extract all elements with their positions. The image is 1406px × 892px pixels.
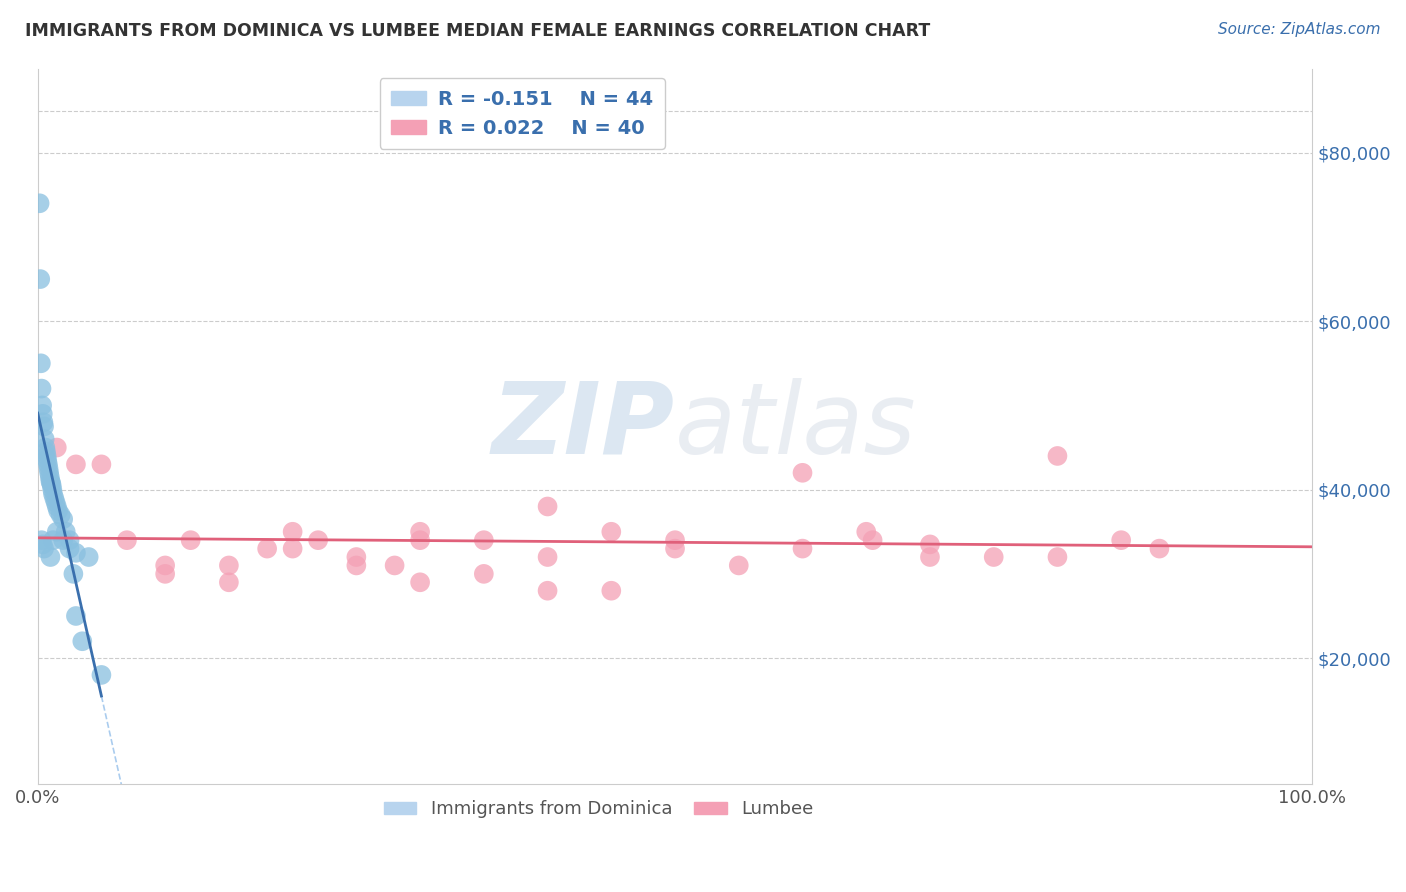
Point: [62, 566, 84, 581]
Point: [153, 558, 176, 573]
Point: [344, 558, 367, 573]
Point: [153, 566, 176, 581]
Point: [42, 533, 65, 548]
Point: [39, 475, 62, 490]
Text: IMMIGRANTS FROM DOMINICA VS LUMBEE MEDIAN FEMALE EARNINGS CORRELATION CHART: IMMIGRANTS FROM DOMINICA VS LUMBEE MEDIA…: [25, 22, 931, 40]
Point: [38, 466, 60, 480]
Point: [45, 500, 67, 514]
Point: [32, 415, 55, 429]
Point: [600, 524, 623, 539]
Point: [180, 533, 202, 548]
Point: [39, 549, 62, 564]
Point: [44, 491, 66, 505]
Point: [37, 458, 59, 472]
Text: Source: ZipAtlas.com: Source: ZipAtlas.com: [1218, 22, 1381, 37]
Point: [31, 407, 53, 421]
Point: [72, 634, 94, 648]
Point: [38, 470, 60, 484]
Point: [918, 549, 941, 564]
Point: [1109, 533, 1132, 548]
Point: [384, 558, 406, 573]
Text: ZIP: ZIP: [492, 378, 675, 475]
Point: [344, 549, 367, 564]
Point: [37, 453, 59, 467]
Point: [792, 541, 814, 556]
Point: [409, 524, 432, 539]
Point: [28, 196, 51, 211]
Point: [1046, 449, 1069, 463]
Point: [256, 541, 278, 556]
Point: [35, 444, 58, 458]
Point: [31, 399, 53, 413]
Point: [52, 533, 75, 548]
Point: [35, 449, 58, 463]
Point: [31, 382, 53, 396]
Point: [31, 533, 53, 548]
Point: [281, 524, 304, 539]
Point: [1149, 541, 1171, 556]
Point: [536, 549, 558, 564]
Point: [536, 583, 558, 598]
Point: [30, 272, 52, 286]
Point: [65, 546, 87, 560]
Point: [45, 441, 67, 455]
Point: [307, 533, 329, 548]
Point: [32, 419, 55, 434]
Point: [218, 575, 240, 590]
Point: [855, 524, 877, 539]
Point: [409, 533, 432, 548]
Point: [39, 474, 62, 488]
Point: [115, 533, 138, 548]
Point: [90, 668, 112, 682]
Point: [918, 537, 941, 551]
Text: atlas: atlas: [675, 378, 917, 475]
Point: [34, 441, 56, 455]
Legend: Immigrants from Dominica, Lumbee: Immigrants from Dominica, Lumbee: [377, 793, 821, 825]
Point: [281, 541, 304, 556]
Point: [41, 483, 63, 497]
Point: [862, 533, 884, 548]
Point: [409, 575, 432, 590]
Point: [46, 504, 69, 518]
Point: [536, 500, 558, 514]
Point: [664, 533, 686, 548]
Point: [65, 458, 87, 472]
Point: [38, 461, 60, 475]
Point: [472, 533, 495, 548]
Point: [664, 541, 686, 556]
Point: [727, 558, 749, 573]
Point: [41, 478, 63, 492]
Point: [30, 356, 52, 370]
Point: [58, 541, 80, 556]
Point: [32, 541, 55, 556]
Point: [983, 549, 1005, 564]
Point: [55, 524, 77, 539]
Point: [472, 566, 495, 581]
Point: [31, 537, 53, 551]
Point: [1046, 549, 1069, 564]
Point: [42, 487, 65, 501]
Point: [792, 466, 814, 480]
Point: [34, 432, 56, 446]
Point: [44, 495, 66, 509]
Point: [90, 458, 112, 472]
Point: [600, 583, 623, 598]
Point: [77, 549, 100, 564]
Point: [49, 508, 72, 522]
Point: [52, 512, 75, 526]
Point: [58, 533, 80, 548]
Point: [45, 524, 67, 539]
Point: [65, 609, 87, 624]
Point: [218, 558, 240, 573]
